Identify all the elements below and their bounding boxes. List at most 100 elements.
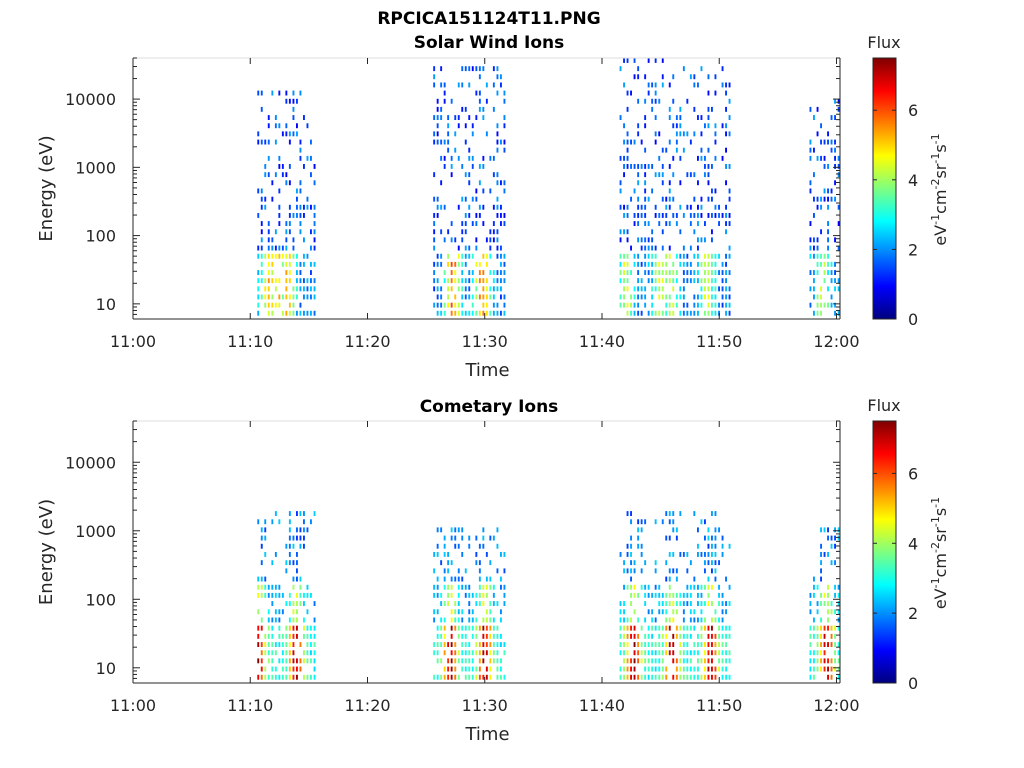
flux-cell <box>644 204 647 210</box>
flux-cell <box>693 609 696 615</box>
flux-cell <box>665 625 668 631</box>
flux-cell <box>285 658 288 664</box>
flux-cell <box>633 139 636 145</box>
flux-cell <box>496 658 499 664</box>
flux-cell <box>651 245 654 251</box>
flux-cell <box>299 188 302 194</box>
flux-cell <box>711 237 713 243</box>
flux-cell <box>296 310 298 316</box>
flux-cell <box>834 155 836 161</box>
flux-cell <box>647 658 650 664</box>
flux-cell <box>697 253 699 259</box>
flux-cell <box>436 592 439 598</box>
flux-cell <box>704 278 706 284</box>
flux-cell <box>303 625 305 631</box>
flux-cell <box>711 535 713 541</box>
flux-cell <box>440 302 443 308</box>
flux-cell <box>278 674 281 680</box>
flux-cell <box>827 625 829 631</box>
flux-cell <box>278 584 281 590</box>
flux-cell <box>271 253 274 259</box>
flux-cell <box>834 164 836 169</box>
flux-cell <box>457 650 460 656</box>
flux-cell <box>623 560 625 566</box>
flux-cell <box>721 302 724 308</box>
flux-cell <box>834 658 836 664</box>
flux-cell <box>260 237 263 243</box>
flux-cell <box>697 294 699 300</box>
flux-cell <box>310 155 312 161</box>
flux-cell <box>700 237 703 243</box>
flux-cell <box>475 310 478 316</box>
flux-cell <box>654 568 657 574</box>
flux-cell <box>271 674 274 680</box>
flux-cell <box>668 270 671 275</box>
flux-cell <box>450 617 453 623</box>
flux-cell <box>721 617 724 623</box>
flux-cell <box>475 666 478 672</box>
flux-cell <box>267 310 270 316</box>
flux-cell <box>697 617 699 623</box>
flux-cell <box>292 535 295 541</box>
flux-cell <box>827 245 829 251</box>
flux-cell <box>633 294 636 300</box>
flux-cell <box>485 617 488 623</box>
flux-cell <box>830 625 833 631</box>
flux-cell <box>721 66 724 72</box>
flux-cell <box>654 519 657 525</box>
flux-cell <box>637 633 640 639</box>
flux-cell <box>271 625 274 631</box>
flux-cell <box>285 568 288 574</box>
flux-cell <box>475 625 478 631</box>
flux-cell <box>471 294 474 300</box>
flux-cell <box>679 115 682 120</box>
flux-cell <box>728 270 731 275</box>
flux-cell <box>644 633 647 639</box>
flux-cell <box>464 286 467 292</box>
flux-cell <box>704 658 706 664</box>
flux-cell <box>647 310 650 316</box>
flux-cell <box>278 123 281 129</box>
flux-cell <box>834 147 836 153</box>
flux-cell <box>257 278 260 284</box>
flux-cell <box>292 642 295 647</box>
flux-cell <box>630 674 632 680</box>
flux-cell <box>672 674 675 680</box>
flux-cell <box>440 261 443 267</box>
flux-cell <box>464 139 467 145</box>
flux-cell <box>260 650 263 656</box>
flux-cell <box>619 601 622 606</box>
flux-cell <box>257 658 260 664</box>
flux-cell <box>668 650 671 656</box>
flux-cell <box>704 310 706 316</box>
flux-cell <box>820 543 822 549</box>
flux-cell <box>288 552 291 557</box>
flux-cell <box>281 592 284 598</box>
flux-cell <box>264 527 267 533</box>
flux-cell <box>672 658 675 664</box>
flux-cell <box>503 302 506 308</box>
flux-cell <box>485 609 488 615</box>
flux-cell <box>288 310 291 316</box>
flux-cell <box>682 650 685 656</box>
colorbar-title: Flux <box>867 396 900 415</box>
flux-cell <box>447 642 450 647</box>
flux-cell <box>285 261 288 267</box>
flux-cell <box>714 511 717 516</box>
flux-cell <box>296 617 298 623</box>
flux-cell <box>450 666 453 672</box>
flux-cell <box>658 131 661 137</box>
flux-cell <box>704 123 706 129</box>
flux-cell <box>651 229 654 235</box>
flux-cell <box>830 535 833 541</box>
flux-cell <box>257 592 260 598</box>
flux-cell <box>640 310 643 316</box>
flux-cell <box>492 278 495 284</box>
flux-cell <box>813 147 815 153</box>
flux-cell <box>725 221 727 226</box>
y-tick-label: 10 <box>96 659 116 678</box>
flux-cell <box>626 625 629 631</box>
flux-cell <box>651 592 654 598</box>
flux-cell <box>665 270 668 275</box>
flux-cell <box>711 568 713 574</box>
